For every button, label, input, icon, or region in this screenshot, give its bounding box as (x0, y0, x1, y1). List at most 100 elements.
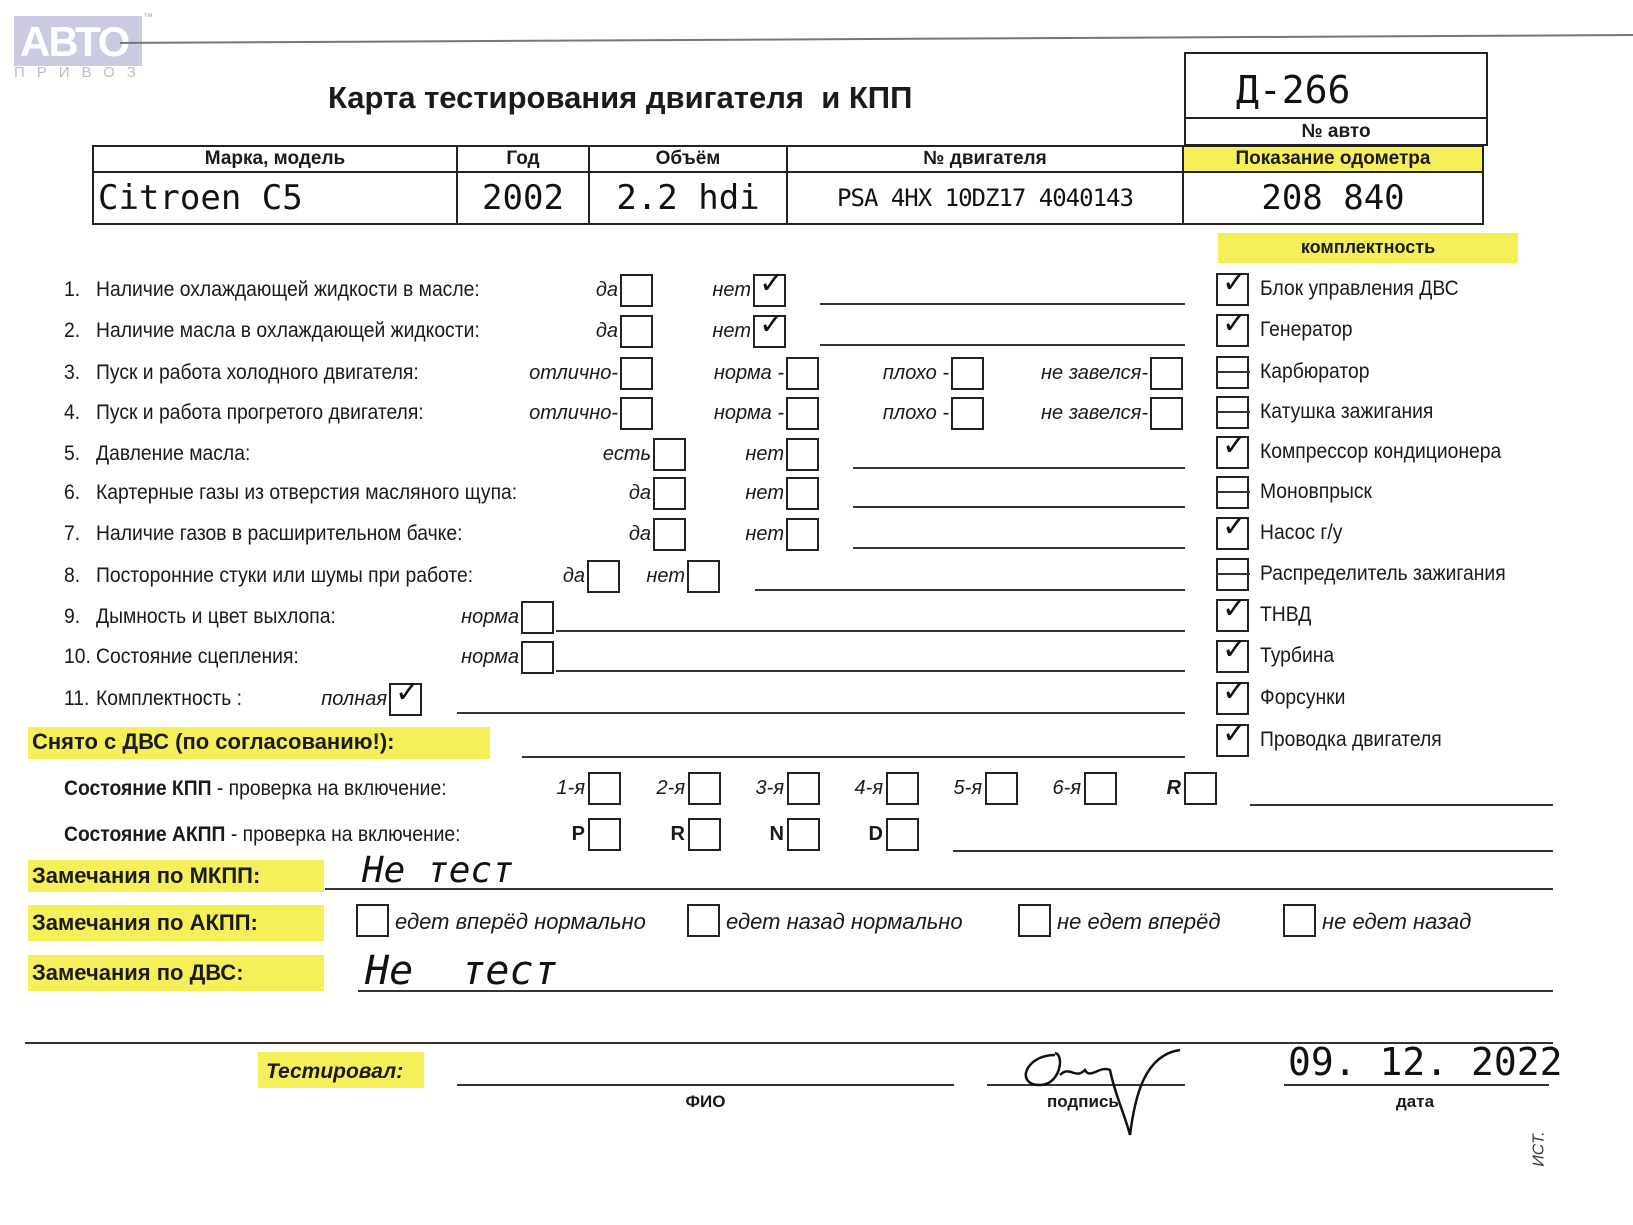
option-checkbox[interactable] (1150, 357, 1183, 390)
option-label: нет (745, 523, 784, 545)
option-checkbox[interactable] (620, 315, 653, 348)
logo-subtext: ПРИВОЗ (14, 64, 148, 81)
dash-mark-icon (1216, 491, 1250, 493)
kpp-label-rest: - проверка на включение: (211, 777, 447, 800)
completeness-checkbox[interactable] (1216, 599, 1249, 632)
test-date-value: 09. 12. 2022 (1288, 1040, 1563, 1084)
option-checkbox[interactable] (753, 274, 786, 307)
completeness-title-highlight (1218, 233, 1518, 263)
torn-top-edge (120, 34, 1633, 44)
answer-line (820, 344, 1185, 346)
dvs-remarks-label: Замечания по ДВС: (32, 960, 244, 985)
car-number-box: Д-266 № авто (1184, 52, 1488, 146)
option-checkbox[interactable] (786, 357, 819, 390)
signature-label: подпись (1047, 1092, 1119, 1111)
volume-value: 2.2 hdi (588, 171, 788, 225)
option-checkbox[interactable] (786, 397, 819, 430)
option-checkbox[interactable] (620, 274, 653, 307)
option-checkbox[interactable] (951, 357, 984, 390)
kpp-label-bold: Состояние КПП (64, 777, 212, 800)
option-checkbox[interactable] (786, 438, 819, 471)
completeness-item-label: Генератор (1260, 318, 1353, 341)
completeness-checkbox[interactable] (1216, 436, 1249, 469)
option-checkbox[interactable] (1150, 397, 1183, 430)
completeness-checkbox[interactable] (1216, 273, 1249, 306)
question-number: 9. (64, 605, 81, 628)
margin-note: ИСТ. (1530, 1131, 1548, 1167)
gear-checkbox[interactable] (1184, 772, 1217, 805)
option-label: не завелся- (1041, 402, 1148, 424)
option-checkbox[interactable] (521, 601, 554, 634)
option-checkbox[interactable] (753, 315, 786, 348)
gear-label: 3-я (755, 777, 784, 799)
akpp-remark-label: едет назад нормально (726, 909, 963, 934)
option-checkbox[interactable] (951, 397, 984, 430)
checkmark-icon: ✓ (395, 675, 421, 710)
signature-line (987, 1084, 1185, 1086)
question-number: 7. (64, 522, 81, 545)
option-checkbox[interactable] (786, 477, 819, 510)
signature (1024, 1048, 1181, 1136)
completeness-item-label: Форсунки (1260, 686, 1346, 709)
mode-checkbox[interactable] (688, 818, 721, 851)
answer-line (853, 547, 1185, 549)
option-label: да (562, 565, 585, 587)
gear-checkbox[interactable] (1084, 772, 1117, 805)
option-label: нет (712, 279, 751, 301)
option-checkbox[interactable] (653, 438, 686, 471)
completeness-item-label: Блок управления ДВС (1260, 277, 1459, 300)
akpp-remark-checkbox[interactable] (687, 904, 720, 937)
question-label: Наличие газов в расширительном бачке: (96, 522, 463, 545)
question-number: 6. (64, 481, 81, 504)
header-odometer: Показание одометра (1182, 145, 1484, 173)
removed-line (522, 756, 1185, 758)
option-checkbox[interactable] (687, 560, 720, 593)
completeness-item-label: Проводка двигателя (1260, 728, 1442, 751)
mode-checkbox[interactable] (588, 818, 621, 851)
option-label: нет (745, 482, 784, 504)
checkmark-icon: ✓ (1222, 428, 1248, 463)
akpp-remark-checkbox[interactable] (356, 904, 389, 937)
completeness-checkbox[interactable] (1216, 517, 1249, 550)
completeness-checkbox[interactable] (1216, 640, 1249, 673)
option-label: плохо - (882, 362, 949, 384)
completeness-item-label: Моновпрыск (1260, 480, 1372, 503)
dash-mark-icon (1216, 371, 1250, 373)
completeness-checkbox[interactable] (1216, 314, 1249, 347)
gear-checkbox[interactable] (787, 772, 820, 805)
option-checkbox[interactable] (587, 560, 620, 593)
option-label: полная (321, 688, 387, 710)
option-checkbox[interactable] (389, 683, 422, 716)
question-label: Наличие охлаждающей жидкости в масле: (96, 278, 480, 301)
akpp-line (953, 850, 1553, 852)
mode-checkbox[interactable] (886, 818, 919, 851)
akpp-remark-checkbox[interactable] (1018, 904, 1051, 937)
option-checkbox[interactable] (620, 397, 653, 430)
option-label: да (595, 320, 618, 342)
completeness-checkbox[interactable] (1216, 724, 1249, 757)
gear-checkbox[interactable] (985, 772, 1018, 805)
question-number: 4. (64, 401, 81, 424)
fio-label: ФИО (685, 1092, 726, 1111)
option-checkbox[interactable] (620, 357, 653, 390)
option-checkbox[interactable] (786, 518, 819, 551)
option-label: нет (646, 565, 685, 587)
akpp-remark-checkbox[interactable] (1283, 904, 1316, 937)
header-make-model: Марка, модель (92, 145, 458, 173)
gear-checkbox[interactable] (688, 772, 721, 805)
checkmark-icon: ✓ (1222, 674, 1248, 709)
completeness-checkbox[interactable] (1216, 682, 1249, 715)
option-checkbox[interactable] (653, 477, 686, 510)
question-number: 3. (64, 361, 81, 384)
option-checkbox[interactable] (521, 641, 554, 674)
answer-line (853, 467, 1185, 469)
option-checkbox[interactable] (653, 518, 686, 551)
option-label: отлично- (529, 362, 618, 384)
mode-checkbox[interactable] (787, 818, 820, 851)
mode-label: D (868, 823, 883, 845)
gear-checkbox[interactable] (588, 772, 621, 805)
gear-label: 5-я (953, 777, 982, 799)
gear-checkbox[interactable] (886, 772, 919, 805)
logo: АВТО (14, 16, 142, 66)
removed-label: Снято с ДВС (по согласованию!): (32, 729, 395, 754)
